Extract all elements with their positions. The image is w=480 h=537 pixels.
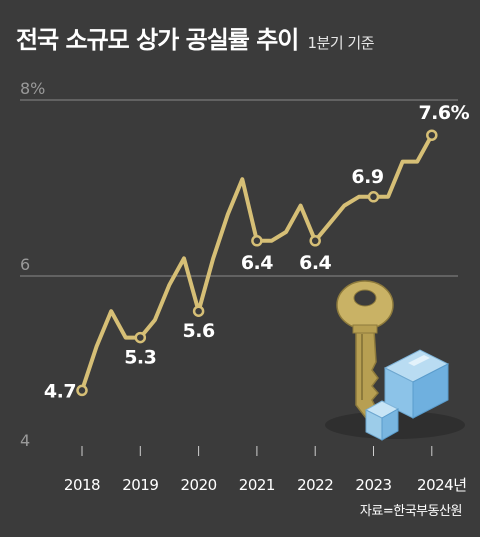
chart-subtitle: 1분기 기준 xyxy=(307,34,374,52)
x-tick-label: 2023 xyxy=(355,476,391,494)
x-axis-ticks: 2018 2019 2020 2021 2022 2023 2024년 xyxy=(64,446,467,494)
x-tick-label: 2022 xyxy=(297,476,333,494)
data-label: 6.4 xyxy=(241,252,273,274)
box-tape xyxy=(408,355,430,366)
x-tick-label: 2024년 xyxy=(417,476,466,494)
small-box-icon xyxy=(364,400,400,441)
data-point xyxy=(134,331,147,344)
data-label: 6.4 xyxy=(299,252,331,274)
y-tick-label: 8% xyxy=(20,79,45,98)
chart-title: 전국 소규모 상가 공실률 추이 xyxy=(16,26,299,54)
data-point xyxy=(309,235,321,247)
x-tick-label: 2019 xyxy=(122,476,158,494)
gridlines xyxy=(20,99,458,277)
data-label: 7.6% xyxy=(418,102,469,124)
data-label: 6.9 xyxy=(351,166,383,188)
data-label: 5.3 xyxy=(124,347,156,369)
data-point xyxy=(192,305,205,317)
data-label: 4.7 xyxy=(44,380,76,402)
x-tick-label: 2021 xyxy=(239,476,275,494)
data-point xyxy=(426,129,438,141)
data-point xyxy=(76,384,88,397)
data-labels: 4.7 5.3 5.6 6.4 6.4 6.9 7.6% xyxy=(44,102,470,402)
y-tick-label: 4 xyxy=(20,431,30,450)
x-tick-label: 2018 xyxy=(64,476,100,494)
key-and-boxes-illustration xyxy=(325,280,465,441)
data-points xyxy=(76,129,438,397)
data-label: 5.6 xyxy=(183,320,215,342)
data-point xyxy=(367,191,380,203)
title-row: 전국 소규모 상가 공실률 추이 1분기 기준 xyxy=(16,20,374,55)
source-note: 자료=한국부동산원 xyxy=(359,504,463,519)
data-point xyxy=(251,235,263,247)
key-icon xyxy=(336,280,394,420)
y-tick-label: 6 xyxy=(20,255,30,274)
y-axis-ticks: 8% 6 4 xyxy=(20,79,45,450)
x-tick-label: 2020 xyxy=(181,476,217,494)
